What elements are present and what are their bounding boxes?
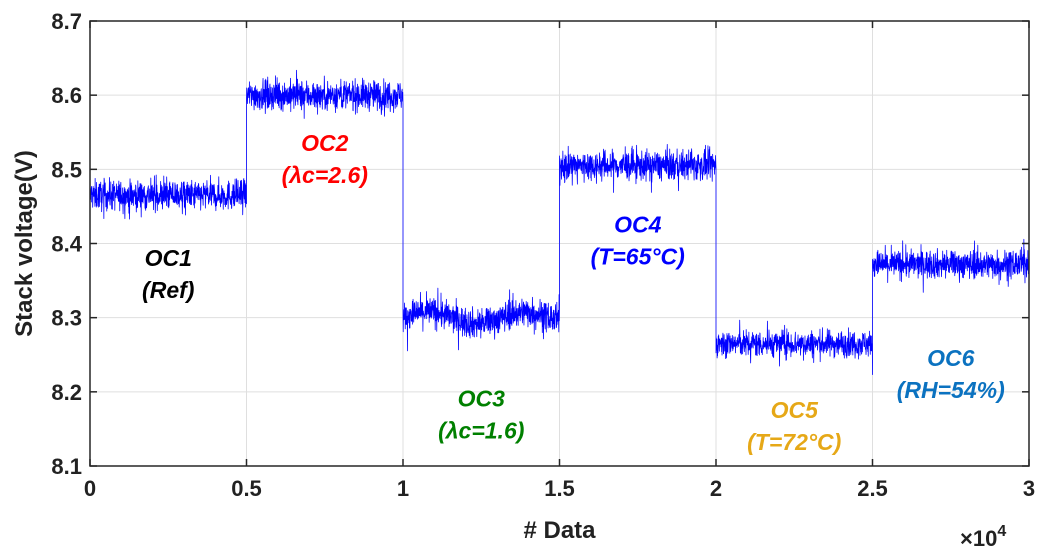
y-tick-label: 8.4	[51, 232, 82, 257]
annotation-oc6: OC6 (RH=54%)	[897, 345, 1005, 403]
x-tick-label: 2.5	[857, 476, 888, 501]
plot-area	[89, 69, 1030, 376]
annotation-oc5: OC5 (T=72°C)	[747, 397, 841, 455]
x-axis-multiplier-exponent: 4	[997, 523, 1006, 540]
annotation-name: OC3	[458, 386, 506, 412]
annotation-oc1: OC1 (Ref)	[142, 245, 194, 303]
annotation-oc4: OC4 (T=65°C)	[591, 211, 685, 269]
annotation-condition: (T=72°C)	[747, 429, 841, 455]
annotations: OC1 (Ref) OC2 (λc=2.6) OC3 (λc=1.6) OC4 (T=65°C…	[142, 130, 1005, 455]
y-tick-label: 8.3	[51, 306, 82, 331]
y-tick-label: 8.2	[51, 380, 82, 405]
x-tick-label: 1.5	[544, 476, 575, 501]
annotation-name: OC4	[614, 211, 662, 237]
y-tick-label: 8.5	[51, 157, 82, 182]
annotation-condition: (λc=1.6)	[438, 418, 524, 444]
series-line	[89, 69, 1030, 376]
annotation-oc2: OC2 (λc=2.6)	[282, 130, 368, 188]
x-tick-label: 2	[710, 476, 722, 501]
x-tick-label: 3	[1023, 476, 1035, 501]
x-axis-multiplier: ×104	[960, 523, 1006, 551]
x-axis-label: # Data	[523, 517, 596, 544]
annotation-name: OC5	[771, 397, 820, 423]
annotation-name: OC1	[145, 245, 192, 271]
x-tick-label: 0	[84, 476, 96, 501]
x-tick-label: 1	[397, 476, 409, 501]
annotation-condition: (Ref)	[142, 277, 194, 303]
x-tick-label: 0.5	[231, 476, 262, 501]
annotation-name: OC2	[301, 130, 349, 156]
ticks: 0 0.5 1 1.5 2 2.5 3 8.1 8.2 8.3 8.4 8.5 8.6 8.7	[51, 9, 1035, 501]
y-tick-label: 8.6	[51, 83, 82, 108]
annotation-oc3: OC3 (λc=1.6)	[438, 386, 524, 444]
y-axis-label: Stack voltage(V)	[11, 150, 38, 337]
annotation-name: OC6	[927, 345, 975, 371]
annotation-condition: (T=65°C)	[591, 243, 685, 269]
y-tick-label: 8.7	[51, 9, 82, 34]
y-tick-label: 8.1	[51, 454, 82, 479]
x-axis-multiplier-base: ×10	[960, 526, 997, 551]
annotation-condition: (RH=54%)	[897, 377, 1005, 403]
annotation-condition: (λc=2.6)	[282, 162, 368, 188]
